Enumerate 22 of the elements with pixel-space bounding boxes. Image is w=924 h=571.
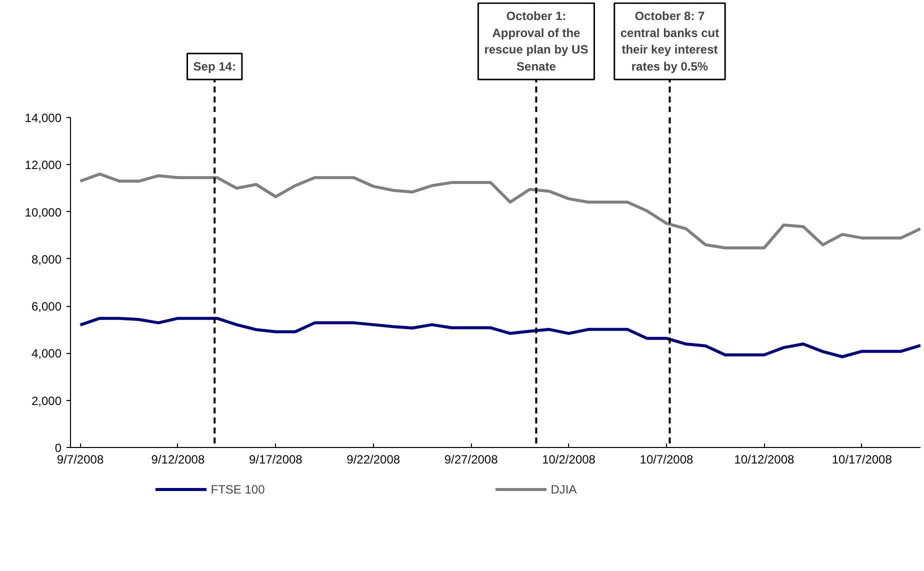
y-tick-label: 6,000 [31, 300, 62, 314]
y-tick-label: 10,000 [24, 205, 62, 220]
y-tick-label: 14,000 [24, 111, 62, 125]
y-tick-label: 0 [54, 441, 62, 455]
x-tick-label: 9/22/2008 [346, 452, 400, 466]
y-tick-label: 4,000 [31, 346, 62, 361]
y-tick-label: 8,000 [31, 252, 62, 266]
legend-label: DJIA [550, 482, 577, 496]
x-tick-label: 9/17/2008 [248, 452, 303, 466]
x-tick-label: 9/27/2008 [444, 452, 498, 466]
y-tick-label: 2,000 [31, 394, 62, 408]
x-tick-label: 10/7/2008 [640, 452, 694, 466]
ref-line-label: Sep 14: [193, 60, 236, 74]
ref-line-label: October 8: 7 central banks cut their key interest rates by 0.5% [620, 9, 720, 74]
x-tick-label: 9/7/2008 [56, 452, 104, 466]
x-tick-label: 10/2/2008 [542, 452, 596, 466]
ref-line-label: October 1: Approval of the rescue plan by US Senate [484, 9, 588, 74]
y-tick-label: 12,000 [24, 158, 62, 172]
x-tick-label: 10/12/2008 [734, 452, 795, 466]
x-tick-label: 10/17/2008 [832, 452, 892, 466]
x-tick-label: 9/12/2008 [151, 452, 205, 466]
legend-label: FTSE 100 [210, 482, 266, 496]
